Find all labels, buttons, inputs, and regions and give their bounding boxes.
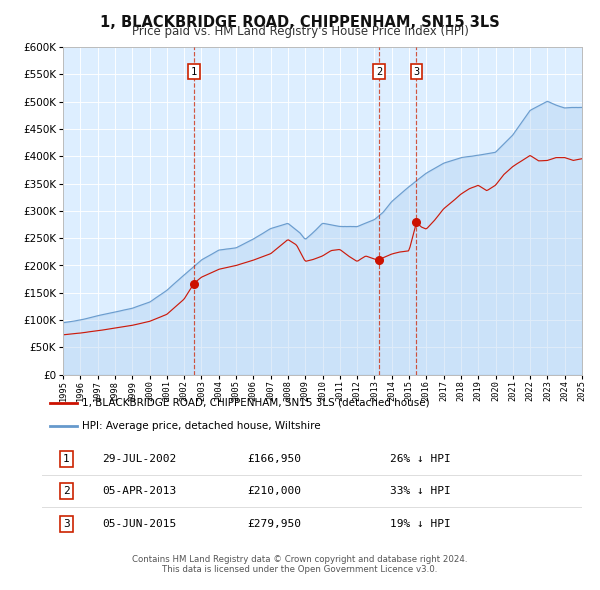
Text: Contains HM Land Registry data © Crown copyright and database right 2024.: Contains HM Land Registry data © Crown c… xyxy=(132,555,468,564)
Text: HPI: Average price, detached house, Wiltshire: HPI: Average price, detached house, Wilt… xyxy=(83,421,321,431)
Text: 33% ↓ HPI: 33% ↓ HPI xyxy=(389,486,451,496)
Text: 1: 1 xyxy=(63,454,70,464)
Text: 29-JUL-2002: 29-JUL-2002 xyxy=(102,454,176,464)
Text: £279,950: £279,950 xyxy=(247,519,301,529)
Text: £210,000: £210,000 xyxy=(247,486,301,496)
Text: 26% ↓ HPI: 26% ↓ HPI xyxy=(389,454,451,464)
Text: 19% ↓ HPI: 19% ↓ HPI xyxy=(389,519,451,529)
Text: This data is licensed under the Open Government Licence v3.0.: This data is licensed under the Open Gov… xyxy=(163,565,437,574)
Text: 3: 3 xyxy=(63,519,70,529)
Text: 3: 3 xyxy=(413,67,419,77)
Text: 05-JUN-2015: 05-JUN-2015 xyxy=(102,519,176,529)
Text: 05-APR-2013: 05-APR-2013 xyxy=(102,486,176,496)
Text: 2: 2 xyxy=(376,67,382,77)
Text: 2: 2 xyxy=(63,486,70,496)
Text: 1: 1 xyxy=(191,67,197,77)
Text: £166,950: £166,950 xyxy=(247,454,301,464)
Text: 1, BLACKBRIDGE ROAD, CHIPPENHAM, SN15 3LS (detached house): 1, BLACKBRIDGE ROAD, CHIPPENHAM, SN15 3L… xyxy=(83,398,430,408)
Text: 1, BLACKBRIDGE ROAD, CHIPPENHAM, SN15 3LS: 1, BLACKBRIDGE ROAD, CHIPPENHAM, SN15 3L… xyxy=(100,15,500,30)
Text: Price paid vs. HM Land Registry's House Price Index (HPI): Price paid vs. HM Land Registry's House … xyxy=(131,25,469,38)
